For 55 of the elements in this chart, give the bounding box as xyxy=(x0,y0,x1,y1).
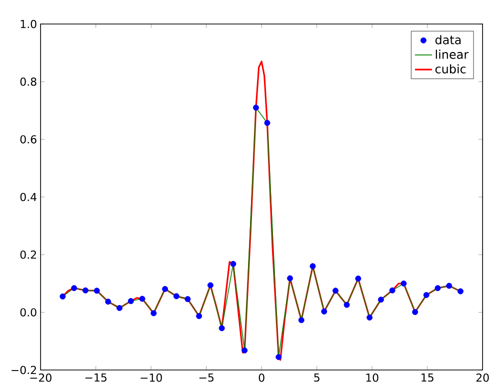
point xyxy=(446,282,452,289)
point xyxy=(287,275,293,282)
point xyxy=(332,288,339,294)
x-tick-label: 20 xyxy=(476,374,489,382)
point xyxy=(105,298,112,305)
point xyxy=(310,263,316,270)
point xyxy=(242,347,248,354)
y-tick-label: 0.6 xyxy=(20,135,36,144)
point xyxy=(378,296,384,303)
x-tick-label: −10 xyxy=(140,374,162,382)
point xyxy=(366,314,373,321)
point xyxy=(150,310,157,316)
x-tick-label: 10 xyxy=(366,374,378,382)
x-tick-label: 15 xyxy=(422,374,434,382)
y-tick-label: 1.0 xyxy=(20,20,36,28)
point xyxy=(128,298,134,304)
point xyxy=(276,354,282,360)
y-tick-label: 0.8 xyxy=(20,78,36,86)
y-tick-label: 0.4 xyxy=(20,192,36,202)
point xyxy=(230,260,236,267)
y-tick-label: 0.0 xyxy=(20,308,36,316)
point xyxy=(60,293,66,300)
point xyxy=(173,293,180,300)
x-tick-label: −5 xyxy=(199,374,214,382)
point xyxy=(71,285,78,292)
point xyxy=(82,287,88,294)
point xyxy=(196,313,202,320)
point xyxy=(116,305,122,311)
point xyxy=(434,285,441,292)
x-tick-label: −15 xyxy=(85,374,106,382)
x-tick-label: −20 xyxy=(30,374,52,382)
point xyxy=(458,288,464,294)
y-tick-label: −0.2 xyxy=(12,366,36,374)
point xyxy=(389,287,396,294)
point xyxy=(218,325,225,332)
point xyxy=(252,104,259,111)
point xyxy=(207,282,214,288)
point xyxy=(162,286,168,292)
legend-label: cubic xyxy=(435,64,466,74)
point xyxy=(355,276,362,282)
point xyxy=(139,296,146,302)
point xyxy=(423,292,430,298)
point xyxy=(264,120,270,126)
point xyxy=(400,280,407,286)
point xyxy=(344,302,350,308)
legend-label: linear xyxy=(436,50,469,59)
point xyxy=(184,296,191,302)
y-tick-label: 0.2 xyxy=(20,250,36,259)
legend-label: data xyxy=(435,35,461,44)
point xyxy=(94,288,100,294)
x-tick-label: 0 xyxy=(258,374,264,382)
point xyxy=(412,309,418,316)
point xyxy=(298,317,304,324)
x-tick-label: 5 xyxy=(314,374,320,382)
point xyxy=(321,308,328,314)
